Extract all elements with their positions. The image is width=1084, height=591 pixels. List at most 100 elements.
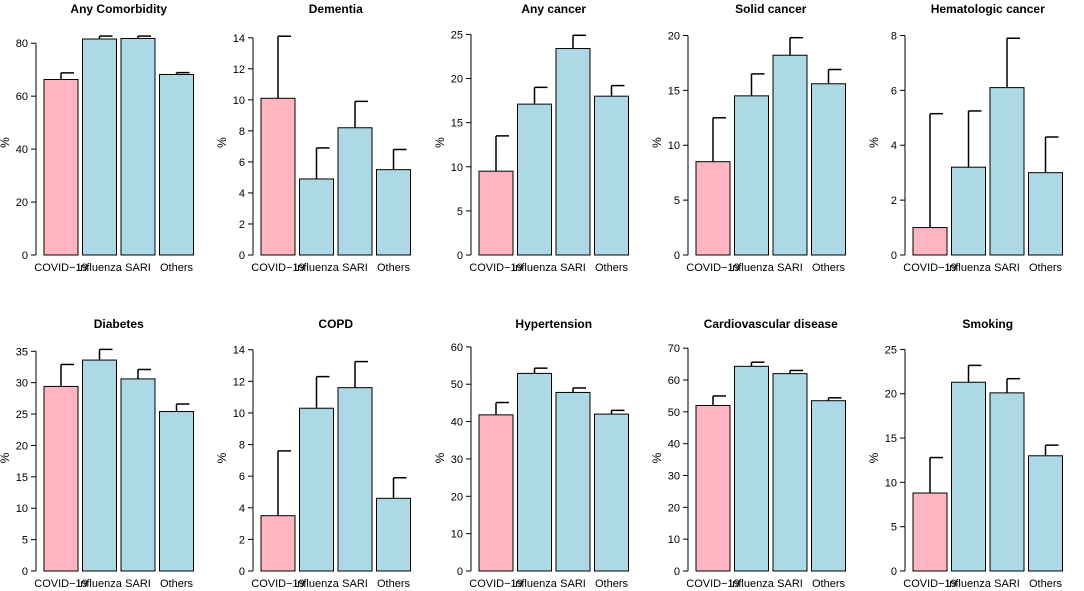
panel-9-ylabel: %	[867, 452, 881, 463]
panel-8-category-label-0: COVID−19	[686, 578, 740, 590]
panel-2-ylabel: %	[433, 137, 447, 148]
panel-2-bar-1	[517, 103, 552, 256]
panel-6-ytick-label: 12	[233, 376, 245, 388]
panel-2-category-label-1: Influenza	[512, 262, 558, 274]
panel-8-category-label-1: Influenza	[729, 578, 775, 590]
panel-6-category-label-0: COVID−19	[251, 578, 305, 590]
panel-3-bar-0	[695, 161, 731, 256]
panel-9-title: Smoking	[962, 317, 1013, 331]
panel-2-bar-3	[594, 95, 629, 256]
panel-4-ytick-label: 4	[891, 140, 897, 152]
panel-7-ytick-label: 50	[451, 379, 463, 391]
panel-6-bar-1	[299, 407, 334, 572]
panel-3-ytick-label: 15	[668, 85, 680, 97]
panel-4-bar-1	[951, 166, 986, 256]
panel-8-ytick-label: 20	[668, 502, 680, 514]
panel-6-category-label-2: SARI	[342, 578, 368, 590]
panel-8-ylabel: %	[650, 452, 664, 463]
panel-9-category-label-2: SARI	[994, 578, 1020, 590]
panel-1-ytick-label: 0	[239, 250, 245, 262]
panel-0-category-label-1: Influenza	[77, 262, 123, 274]
panel-7-ytick-label: 30	[451, 454, 463, 466]
panel-6-ytick-label: 6	[239, 471, 245, 483]
panel-1-category-label-0: COVID−19	[251, 262, 305, 274]
panel-3-ylabel: %	[650, 137, 664, 148]
panel-1-category-label-1: Influenza	[294, 262, 340, 274]
panel-0-ytick-label: 20	[16, 197, 28, 209]
panel-6-ytick-label: 10	[233, 408, 245, 420]
panel-1-ytick-label: 6	[239, 157, 245, 169]
panel-3-bar-2	[772, 54, 808, 256]
panel-6-ylabel: %	[215, 452, 229, 463]
panel-2-ytick-label: 0	[457, 250, 463, 262]
panel-7-ytick-label: 20	[451, 491, 463, 503]
panel-7-bar-2	[555, 391, 591, 572]
panel-2-ytick-label: 20	[451, 74, 463, 86]
panel-8-ytick-label: 10	[668, 534, 680, 546]
panel-6-ytick-label: 4	[239, 503, 245, 515]
panel-5-category-label-3: Others	[160, 578, 194, 590]
panel-4-bar-0	[912, 227, 948, 256]
panel-5-bar-3	[159, 411, 194, 572]
panel-1-bar-3	[376, 169, 411, 256]
panel-0-ylabel: %	[0, 137, 12, 148]
panel-1-ytick-label: 2	[239, 219, 245, 231]
panel-2-category-label-2: SARI	[560, 262, 586, 274]
panel-3-category-label-1: Influenza	[729, 262, 775, 274]
panel-4-category-label-1: Influenza	[946, 262, 992, 274]
panel-3-bar-1	[734, 95, 769, 256]
panel-1-bar-0	[260, 97, 296, 256]
panel-2-ytick-label: 15	[451, 118, 463, 130]
panel-4-bar-2	[989, 87, 1025, 256]
panel-8-ytick-label: 70	[668, 343, 680, 355]
panel-6-ytick-label: 14	[233, 345, 245, 357]
panel-6-ytick-label: 8	[239, 440, 245, 452]
panel-0-bar-3	[159, 73, 194, 256]
panel-9-bar-1	[951, 381, 986, 572]
panel-5-category-label-2: SARI	[125, 578, 151, 590]
panel-4-bar-3	[1028, 172, 1063, 256]
panel-9-category-label-1: Influenza	[946, 578, 992, 590]
panel-2-title: Any cancer	[521, 2, 586, 16]
panel-4-title: Hematologic cancer	[931, 2, 1045, 16]
panel-2-ytick-label: 10	[451, 162, 463, 174]
panel-7-bar-3	[594, 413, 629, 572]
panel-2-ytick-label: 5	[457, 206, 463, 218]
panel-7-ytick-label: 40	[451, 417, 463, 429]
panel-0-category-label-3: Others	[160, 262, 194, 274]
panel-8-ytick-label: 30	[668, 471, 680, 483]
panel-4-ytick-label: 6	[891, 85, 897, 97]
panel-8-category-label-3: Others	[812, 578, 846, 590]
panel-5-ytick-label: 25	[16, 409, 28, 421]
panel-8-bar-3	[811, 400, 846, 572]
panel-4-ytick-label: 8	[891, 30, 897, 42]
panel-3-category-label-0: COVID−19	[686, 262, 740, 274]
panel-9-category-label-0: COVID−19	[903, 578, 957, 590]
panel-0-ytick-label: 80	[16, 38, 28, 50]
panel-3-ytick-label: 0	[674, 250, 680, 262]
panel-9-ytick-label: 25	[885, 344, 897, 356]
panel-7-bar-1	[517, 372, 552, 572]
panel-7-bar-0	[478, 414, 514, 572]
panel-1-ytick-label: 10	[233, 95, 245, 107]
panel-5-ytick-label: 10	[16, 503, 28, 515]
panel-5-category-label-1: Influenza	[77, 578, 123, 590]
panel-0-title: Any Comorbidity	[70, 2, 167, 16]
panel-5-ytick-label: 0	[22, 566, 28, 578]
panel-3-ytick-label: 20	[668, 30, 680, 42]
panel-8-bar-2	[772, 373, 808, 572]
panel-7-category-label-3: Others	[595, 578, 629, 590]
panel-7-ytick-label: 10	[451, 529, 463, 541]
panel-0-category-label-2: SARI	[125, 262, 151, 274]
panel-2-bar-2	[555, 48, 591, 256]
panel-5-ytick-label: 5	[22, 535, 28, 547]
panel-1-ytick-label: 4	[239, 188, 245, 200]
panel-4-ytick-label: 0	[891, 250, 897, 262]
panel-5-ytick-label: 15	[16, 472, 28, 484]
panel-0-ytick-label: 40	[16, 144, 28, 156]
panel-1-ytick-label: 12	[233, 64, 245, 76]
panel-8-ytick-label: 40	[668, 439, 680, 451]
